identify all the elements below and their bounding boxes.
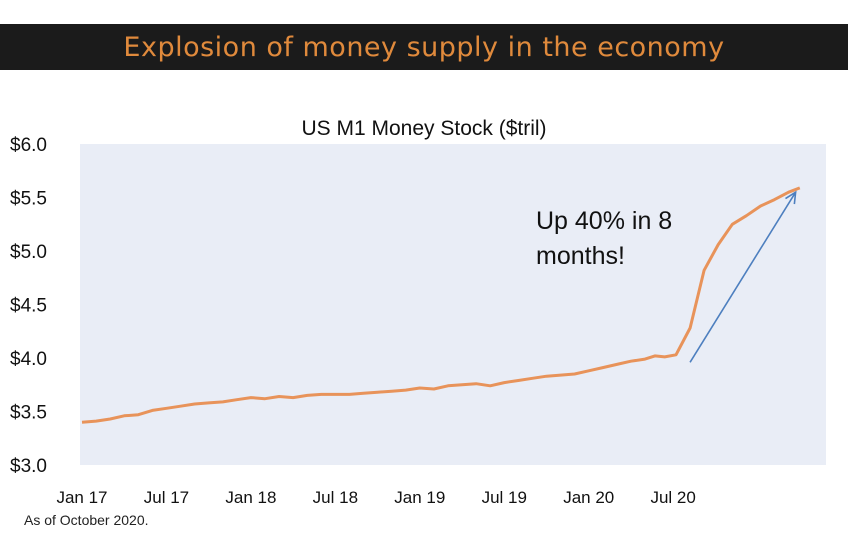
x-tick-label: Jul 18	[313, 488, 358, 507]
x-tick-label: Jul 19	[482, 488, 527, 507]
annotation-line: Up 40% in 8	[536, 207, 672, 235]
y-axis: $3.0 $3.5 $4.0 $4.5 $5.0 $5.5 $6.0	[10, 135, 47, 477]
y-tick-label: $6.0	[10, 135, 47, 156]
m1-series-line	[81, 186, 801, 424]
y-tick-label: $5.0	[10, 242, 47, 263]
y-tick-label: $3.0	[10, 456, 47, 477]
banner-title: Explosion of money supply in the economy	[123, 31, 725, 63]
arrow-head	[785, 190, 797, 205]
x-tick-label: Jan 18	[225, 488, 276, 507]
x-tick-label: Jan 20	[563, 488, 614, 507]
y-tick-label: $4.5	[10, 296, 47, 317]
arrow-shaft	[689, 191, 797, 363]
y-tick-label: $3.5	[10, 403, 47, 424]
y-tick-label: $5.5	[10, 189, 47, 210]
chart-title: US M1 Money Stock ($tril)	[301, 117, 546, 140]
annotation-line: months!	[536, 242, 625, 270]
x-axis: Jan 17 Jul 17 Jan 18 Jul 18 Jan 19 Jul 19 Jan …	[56, 488, 695, 507]
x-tick-label: Jan 17	[56, 488, 107, 507]
x-tick-label: Jul 20	[650, 488, 695, 507]
x-tick-label: Jan 19	[394, 488, 445, 507]
annotation: Up 40% in 8 months!	[536, 207, 672, 270]
y-tick-label: $4.0	[10, 349, 47, 370]
footnote: As of October 2020.	[24, 512, 149, 528]
title-banner: Explosion of money supply in the economy	[0, 24, 848, 70]
growth-arrow	[689, 190, 797, 363]
x-tick-label: Jul 17	[144, 488, 189, 507]
plot-area	[80, 144, 826, 465]
